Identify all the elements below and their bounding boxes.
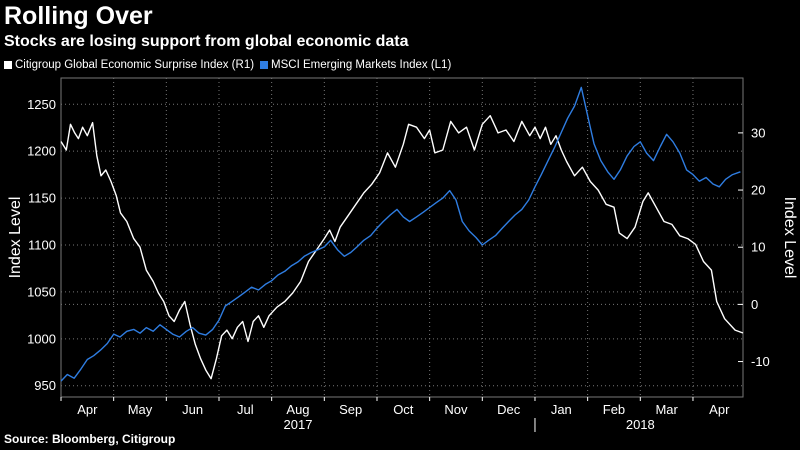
x-tick-jun-2: Jun: [182, 402, 203, 417]
x-tick-aug-4: Aug: [286, 402, 309, 417]
x-tick-dec-8: Dec: [497, 402, 521, 417]
y-tick-left-1200: 1200: [27, 144, 56, 159]
y-tick-right-20: 20: [751, 183, 765, 198]
chart-subtitle: Stocks are losing support from global ec…: [4, 33, 409, 50]
y-axis-label-right: Index Level: [781, 197, 798, 279]
series-line-msci-em: [60, 86, 741, 382]
x-tick-mar-11: Mar: [655, 402, 678, 417]
legend-label-citi: Citigroup Global Economic Surprise Index…: [15, 59, 255, 71]
x-tick-jan-9: Jan: [551, 402, 572, 417]
y-tick-right-0: 0: [751, 297, 758, 312]
series-lines: [60, 86, 744, 382]
legend-swatch-msci: [260, 61, 269, 69]
y-tick-left-1000: 1000: [27, 331, 56, 346]
x-tick-oct-6: Oct: [393, 402, 414, 417]
x-year-label-2017: 2017: [284, 417, 313, 432]
legend: Citigroup Global Economic Surprise Index…: [4, 59, 457, 71]
y-tick-left-1150: 1150: [28, 191, 56, 206]
legend-label-msci: MSCI Emerging Markets Index (L1): [271, 59, 452, 71]
y-tick-right-30: 30: [751, 125, 765, 140]
legend-item-citi: Citigroup Global Economic Surprise Index…: [4, 59, 254, 71]
x-tick-sep-5: Sep: [339, 402, 362, 417]
x-year-label-2018: 2018: [626, 417, 655, 432]
x-tick-apr-12: Apr: [709, 402, 730, 417]
legend-item-msci: MSCI Emerging Markets Index (L1): [260, 59, 451, 71]
axes: 950 1000 1050 1100 1150 1200 1250 -10 0 10 20 30 Apr…: [27, 97, 770, 432]
gridlines: [61, 78, 743, 397]
x-tick-jul-3: Jul: [237, 402, 254, 417]
source-note: Source: Bloomberg, Citigroup: [4, 432, 176, 446]
x-tick-nov-7: Nov: [444, 402, 468, 417]
chart-title: Rolling Over: [4, 2, 153, 30]
legend-swatch-citi: [4, 61, 12, 69]
plot-area: [60, 77, 744, 398]
y-axis-label-left: Index Level: [7, 197, 24, 279]
y-tick-left-950: 950: [34, 378, 56, 393]
x-tick-feb-10: Feb: [603, 402, 625, 417]
y-tick-left-1250: 1250: [27, 97, 56, 112]
x-tick-apr-0: Apr: [77, 402, 98, 417]
y-tick-left-1100: 1100: [28, 238, 56, 253]
y-tick-left-1050: 1050: [27, 284, 56, 299]
x-tick-may-1: May: [128, 402, 153, 417]
y-tick-right--10: -10: [751, 354, 770, 369]
y-tick-right-10: 10: [751, 240, 765, 255]
series-line-citi-surprise: [60, 114, 744, 380]
